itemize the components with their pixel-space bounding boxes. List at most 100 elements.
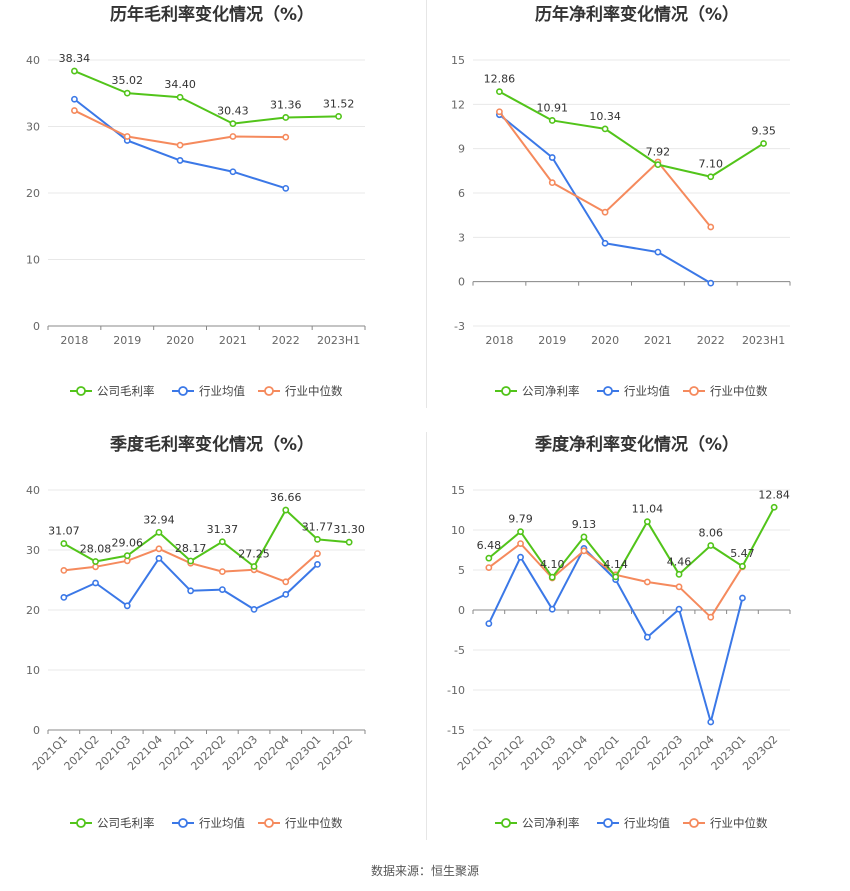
legend-label: 公司净利率 bbox=[522, 816, 580, 830]
legend-item: 行业均值 bbox=[597, 816, 670, 830]
chart-title: 历年毛利率变化情况（%） bbox=[110, 4, 314, 25]
y-tick-label: 15 bbox=[451, 484, 465, 497]
data-point-industry-avg bbox=[654, 248, 662, 256]
series-line-company bbox=[498, 90, 765, 178]
data-label: 28.08 bbox=[80, 543, 112, 556]
y-tick-label: 0 bbox=[33, 320, 40, 333]
legend-marker bbox=[76, 386, 86, 396]
data-point-industry-median bbox=[548, 179, 556, 187]
data-point-company bbox=[760, 140, 767, 147]
data-point-industry-avg bbox=[601, 239, 609, 247]
quarterly-net-margin-chart: 季度净利率变化情况（%） -15 -10 -5 0 5 10 15 2021Q1 2021Q2 20… bbox=[425, 430, 850, 860]
series-line-industry-avg bbox=[498, 113, 712, 285]
data-label: 11.04 bbox=[632, 503, 664, 516]
data-point-company bbox=[187, 557, 195, 565]
data-point-company bbox=[770, 503, 778, 511]
legend-label: 行业均值 bbox=[624, 816, 670, 830]
data-point-company bbox=[314, 535, 321, 543]
data-point-industry-avg bbox=[282, 590, 290, 598]
legend-marker bbox=[178, 386, 188, 396]
legend-label: 公司毛利率 bbox=[97, 384, 155, 398]
data-point-company bbox=[60, 540, 68, 547]
legend-marker bbox=[603, 818, 613, 828]
legend-label: 行业均值 bbox=[199, 384, 245, 398]
data-point-company bbox=[643, 518, 651, 526]
data-point-industry-avg bbox=[229, 168, 237, 176]
data-label: 27.25 bbox=[238, 548, 270, 561]
data-label: 4.46 bbox=[667, 555, 692, 568]
y-tick-label: -10 bbox=[447, 684, 465, 697]
legend-label: 公司毛利率 bbox=[97, 816, 155, 830]
x-tick-label: 2023Q2 bbox=[740, 733, 780, 773]
data-point-industry-median bbox=[282, 133, 290, 141]
data-point-industry-avg bbox=[60, 593, 68, 601]
legend-item: 行业均值 bbox=[172, 384, 245, 398]
data-point-industry-avg bbox=[250, 605, 258, 613]
x-tick-label: 2020 bbox=[591, 334, 619, 347]
y-tick-label: -15 bbox=[447, 724, 465, 737]
legend-item: 行业均值 bbox=[597, 384, 670, 398]
x-tick-label: 2021 bbox=[219, 334, 247, 347]
data-point-industry-avg bbox=[739, 594, 746, 602]
y-tick-label: 10 bbox=[26, 664, 40, 677]
data-point-company bbox=[739, 562, 746, 570]
legend-marker bbox=[264, 386, 274, 396]
data-label: 38.34 bbox=[59, 52, 91, 65]
y-tick-label: 10 bbox=[26, 254, 40, 267]
x-tick-label: 2018 bbox=[60, 334, 88, 347]
data-point-company bbox=[548, 573, 556, 581]
data-point-industry-avg bbox=[707, 279, 715, 287]
data-point-industry-avg bbox=[485, 620, 493, 627]
data-point-industry-median bbox=[707, 613, 715, 621]
y-tick-label: 0 bbox=[458, 604, 465, 617]
legend-marker bbox=[178, 818, 188, 828]
data-label: 8.06 bbox=[699, 527, 724, 540]
x-tick-label: 2023H1 bbox=[742, 334, 785, 347]
legend-marker bbox=[76, 818, 86, 828]
data-point-industry-median bbox=[517, 540, 524, 547]
chart-title: 历年净利率变化情况（%） bbox=[535, 4, 739, 25]
legend-item: 公司毛利率 bbox=[70, 384, 155, 398]
data-label: 36.66 bbox=[270, 491, 302, 504]
chart-title: 季度毛利率变化情况（%） bbox=[110, 434, 314, 455]
data-label: 31.52 bbox=[323, 97, 355, 110]
data-point-company bbox=[176, 93, 184, 101]
series-line-company bbox=[74, 70, 339, 125]
data-label: 9.13 bbox=[572, 518, 597, 531]
legend-item: 公司毛利率 bbox=[70, 816, 155, 830]
data-label: 28.17 bbox=[175, 542, 207, 555]
data-label: 10.91 bbox=[537, 101, 569, 114]
data-point-industry-median bbox=[496, 108, 503, 116]
chart-svg: 历年毛利率变化情况（%） 0 10 20 30 40 2018 2019 2020 2021 202… bbox=[26, 4, 366, 398]
y-tick-label: 30 bbox=[26, 121, 40, 134]
x-tick-label: 2022 bbox=[697, 334, 725, 347]
data-point-industry-median bbox=[155, 545, 163, 553]
y-tick-label: 40 bbox=[26, 484, 40, 497]
chart-svg: 季度净利率变化情况（%）-15-10-50510152021Q12021Q220… bbox=[447, 434, 791, 830]
y-tick-label: 40 bbox=[26, 54, 40, 67]
data-point-industry-median bbox=[123, 133, 131, 140]
data-point-industry-median bbox=[580, 547, 588, 555]
legend-label: 公司净利率 bbox=[522, 384, 580, 398]
data-point-company bbox=[335, 112, 342, 120]
data-point-company bbox=[250, 563, 258, 570]
data-point-industry-median bbox=[282, 578, 290, 586]
legend-label: 行业中位数 bbox=[285, 816, 343, 830]
data-point-industry-median bbox=[675, 583, 683, 591]
data-label: 10.34 bbox=[589, 110, 621, 123]
data-point-company bbox=[517, 528, 524, 536]
data-point-company bbox=[345, 538, 353, 546]
legend-item: 行业中位数 bbox=[258, 816, 343, 830]
data-point-company bbox=[218, 538, 226, 546]
y-tick-label: 3 bbox=[458, 231, 465, 244]
annual-gross-margin-chart: 历年毛利率变化情况（%） 0 10 20 30 40 2018 2019 2020 2021 202… bbox=[0, 0, 425, 430]
data-point-company bbox=[123, 89, 131, 97]
data-point-company bbox=[675, 570, 683, 578]
legend-marker bbox=[689, 386, 699, 396]
data-point-company bbox=[496, 88, 503, 96]
data-point-industry-median bbox=[314, 550, 321, 557]
legend-marker bbox=[689, 818, 699, 828]
legend-item: 行业中位数 bbox=[683, 816, 768, 830]
chart-svg: 历年净利率变化情况（%） -3 0 3 6 9 12 15 2018 2019 2020 2021 20… bbox=[451, 4, 791, 398]
data-point-industry-avg bbox=[92, 579, 99, 587]
